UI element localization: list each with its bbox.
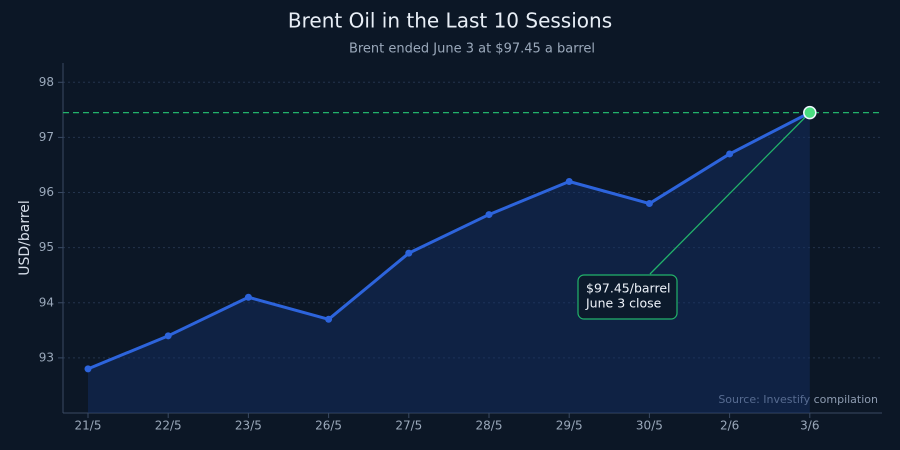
point	[726, 150, 734, 158]
point	[325, 315, 333, 323]
point	[565, 178, 573, 186]
x-tick-label: 3/6	[800, 419, 819, 433]
annotation-text: $97.45/barrel	[586, 281, 671, 296]
source-note: Source: Investify compilation	[718, 393, 878, 406]
y-tick-label: 98	[39, 75, 54, 89]
highlight-point	[803, 105, 817, 120]
y-tick-label: 96	[39, 185, 54, 199]
chart-subtitle: Brent ended June 3 at $97.45 a barrel	[349, 42, 595, 57]
x-tick-label: 23/5	[235, 419, 262, 433]
x-tick-label: 21/5	[75, 419, 102, 433]
x-tick-label: 30/5	[636, 419, 663, 433]
y-tick-label: 93	[39, 350, 54, 364]
point	[485, 211, 493, 219]
y-tick-label: 97	[39, 130, 54, 144]
x-tick-label: 28/5	[476, 419, 503, 433]
y-tick-label: 94	[39, 295, 54, 309]
chart-title: Brent Oil in the Last 10 Sessions	[288, 9, 612, 33]
x-tick-label: 29/5	[556, 419, 583, 433]
x-tick-label: 22/5	[155, 419, 182, 433]
point	[244, 293, 252, 301]
line	[87, 111, 811, 371]
x-tick-label: 2/6	[720, 419, 739, 433]
annotation-leader	[649, 112, 811, 275]
y-axis-label: USD/barrel	[17, 200, 33, 276]
x-tick-label: 26/5	[315, 419, 342, 433]
point	[645, 200, 653, 208]
point	[405, 249, 413, 257]
area	[88, 112, 810, 414]
annotation-box	[577, 274, 678, 320]
point	[164, 332, 172, 340]
point	[84, 365, 92, 373]
x-tick-label: 27/5	[395, 419, 422, 433]
y-tick-label: 95	[39, 240, 54, 254]
annotation-text: June 3 close	[585, 296, 662, 311]
